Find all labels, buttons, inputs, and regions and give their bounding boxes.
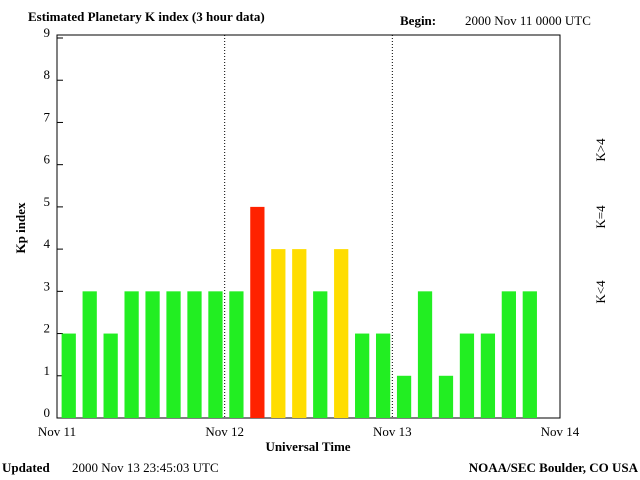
bar <box>271 249 286 418</box>
y-tick-label: 8 <box>44 67 51 82</box>
y-tick-label: 2 <box>44 321 51 336</box>
legend-entry: K=4 <box>593 205 608 229</box>
x-tick-label: Nov 11 <box>38 424 76 439</box>
bar <box>292 249 307 418</box>
bar <box>145 291 160 418</box>
legend-entry: K<4 <box>593 280 608 304</box>
bar <box>103 333 118 418</box>
bar <box>334 249 349 418</box>
bar <box>522 291 537 418</box>
begin-label: Begin: <box>400 13 436 28</box>
bar <box>187 291 202 418</box>
bar <box>438 375 454 418</box>
x-tick-label: Nov 13 <box>373 424 412 439</box>
bar <box>250 206 265 418</box>
x-axis-label: Universal Time <box>265 439 350 454</box>
y-tick-label: 4 <box>44 236 51 251</box>
begin-value: 2000 Nov 11 0000 UTC <box>465 13 591 28</box>
bar <box>208 291 223 418</box>
bar <box>61 333 76 418</box>
y-tick-label: 0 <box>44 405 51 420</box>
bar <box>229 291 244 418</box>
bar <box>480 333 496 418</box>
y-tick-label: 6 <box>44 152 51 167</box>
bar <box>396 375 412 418</box>
bar <box>124 291 139 418</box>
updated-value: 2000 Nov 13 23:45:03 UTC <box>72 460 219 475</box>
y-tick-label: 5 <box>44 194 51 209</box>
y-tick-label: 1 <box>44 363 51 378</box>
plot-frame <box>56 34 561 419</box>
x-tick-label: Nov 14 <box>541 424 580 439</box>
bar <box>82 291 97 418</box>
y-axis-label: Kp index <box>13 202 28 253</box>
chart-title: Estimated Planetary K index (3 hour data… <box>28 9 265 24</box>
legend-entry: K>4 <box>593 138 608 162</box>
updated-label: Updated <box>2 460 50 475</box>
bar <box>355 333 370 418</box>
bar <box>417 291 433 418</box>
y-tick-label: 9 <box>44 25 51 40</box>
x-tick-label: Nov 12 <box>205 424 244 439</box>
bar <box>166 291 181 418</box>
bar <box>313 291 328 418</box>
y-tick-label: 7 <box>44 109 51 124</box>
bar <box>375 333 391 418</box>
bar <box>459 333 475 418</box>
y-tick-label: 3 <box>44 278 51 293</box>
bar <box>501 291 516 418</box>
credit: NOAA/SEC Boulder, CO USA <box>469 460 639 475</box>
